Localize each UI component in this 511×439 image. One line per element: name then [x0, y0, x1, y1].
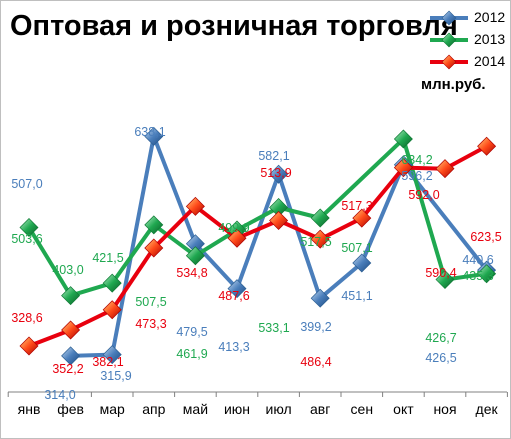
data-label-2014: 382,1	[92, 355, 123, 369]
data-label-2014: 590,4	[425, 266, 456, 280]
legend-swatch-2012	[430, 10, 468, 26]
x-tick-label: июн	[224, 401, 250, 417]
data-label-2012: 413,3	[218, 340, 249, 354]
x-tick-label: окт	[393, 401, 414, 417]
data-point-2012	[352, 253, 372, 273]
legend-swatch-2013	[430, 32, 468, 48]
data-point-2012	[61, 346, 81, 366]
data-label-2013: 517,5	[300, 235, 331, 249]
x-tick-label: авг	[310, 401, 330, 417]
data-point-2013	[19, 217, 39, 237]
data-label-2013: 507,5	[135, 295, 166, 309]
legend-label-2013: 2013	[474, 31, 506, 47]
data-point-2014	[102, 300, 122, 320]
data-point-2013	[393, 129, 413, 149]
legend-item-2013: 2013	[428, 30, 508, 52]
data-label-2014: 473,3	[135, 317, 166, 331]
data-point-2014	[477, 136, 497, 156]
data-point-2014	[227, 228, 247, 248]
data-label-2014: 534,8	[176, 266, 207, 280]
data-label-2013: 499,9	[218, 221, 249, 235]
data-label-2012: 582,1	[258, 149, 289, 163]
legend-item-2012: 2012	[428, 8, 508, 30]
data-point-2013	[102, 273, 122, 293]
data-label-2013: 533,1	[258, 321, 289, 335]
data-label-2013: 421,5	[92, 251, 123, 265]
x-tick-label: янв	[18, 401, 41, 417]
data-point-2014	[269, 210, 289, 230]
data-label-2012: 507,0	[11, 177, 42, 191]
data-label-2014: 623,5	[470, 230, 501, 244]
data-label-2012: 638,1	[134, 125, 165, 139]
data-label-2013: 403,0	[52, 263, 83, 277]
legend-label-2014: 2014	[474, 53, 506, 69]
data-point-2013	[185, 246, 205, 266]
data-point-2014	[310, 229, 330, 249]
data-label-2014: 328,6	[11, 311, 42, 325]
data-point-2014	[393, 158, 413, 178]
chart-title: Оптовая и розничная торговля	[10, 4, 458, 48]
data-label-2014: 486,4	[300, 355, 331, 369]
data-point-2012	[102, 345, 122, 365]
data-label-2014: 352,2	[52, 362, 83, 376]
x-tick-label: фев	[57, 401, 84, 417]
data-label-2013: 507,1	[341, 241, 372, 255]
data-point-2013	[61, 286, 81, 306]
data-label-2012: 596,2	[401, 169, 432, 183]
data-point-2013	[310, 208, 330, 228]
data-label-2012: 315,9	[100, 369, 131, 383]
data-point-2012	[310, 288, 330, 308]
x-tick-label: май	[183, 401, 208, 417]
data-point-2013	[144, 215, 164, 235]
legend-item-2014: 2014	[428, 52, 508, 74]
data-point-2013	[435, 270, 455, 290]
data-label-2014: 487,6	[218, 289, 249, 303]
data-point-2014	[144, 238, 164, 258]
x-tick-label: апр	[142, 401, 165, 417]
unit-label: млн.руб.	[421, 76, 486, 93]
data-point-2014	[185, 196, 205, 216]
data-point-2012	[227, 279, 247, 299]
data-point-2014	[61, 320, 81, 340]
data-point-2012	[269, 164, 289, 184]
chart-title-text: Оптовая и розничная торговля	[10, 10, 458, 42]
data-point-2014	[435, 159, 455, 179]
x-tick-label: июл	[266, 401, 292, 417]
legend-swatch-2014	[430, 54, 468, 70]
data-point-2014	[352, 208, 372, 228]
x-tick-label: сен	[351, 401, 374, 417]
data-label-2013: 426,7	[425, 331, 456, 345]
data-point-2014	[19, 336, 39, 356]
data-label-2012: 399,2	[300, 320, 331, 334]
data-label-2014: 513,9	[260, 166, 291, 180]
x-tick-label: мар	[100, 401, 125, 417]
legend: 2012 2013 2014	[428, 8, 508, 74]
x-tick-label: ноя	[433, 401, 456, 417]
legend-label-2012: 2012	[474, 9, 506, 25]
data-label-2012: 440,6	[462, 253, 493, 267]
data-point-2012	[144, 126, 164, 146]
data-label-2013: 461,9	[176, 347, 207, 361]
data-point-2013	[477, 264, 497, 284]
data-label-2012: 479,5	[176, 325, 207, 339]
data-label-2012: 426,5	[425, 351, 456, 365]
data-label-2012: 314,0	[44, 388, 75, 402]
x-tick-label: дек	[476, 401, 499, 417]
data-label-2013: 435,3	[462, 269, 493, 283]
data-label-2013: 503,6	[11, 232, 42, 246]
data-label-2014: 517,3	[341, 199, 372, 213]
data-label-2013: 634,2	[401, 153, 432, 167]
data-label-2014: 592,0	[408, 188, 439, 202]
data-label-2012: 451,1	[341, 289, 372, 303]
